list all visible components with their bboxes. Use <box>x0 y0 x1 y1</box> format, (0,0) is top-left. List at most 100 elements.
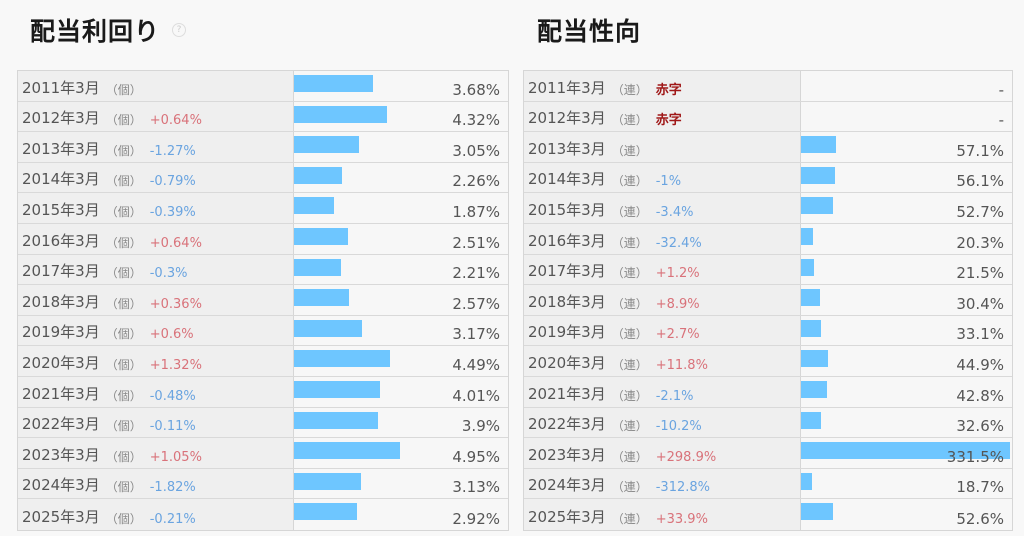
unit-label: （連） <box>611 174 648 189</box>
period-label: 2024年3月 <box>528 476 606 495</box>
change-label: +11.8% <box>655 357 708 373</box>
unit-label: （個） <box>105 235 142 250</box>
value-bar <box>294 166 343 184</box>
value-text: 18.7% <box>956 478 1004 497</box>
unit-label: （個） <box>105 357 142 372</box>
value-text: 2.92% <box>452 509 500 528</box>
payout-row: 2020年3月 （連） +11.8% 44.9% <box>524 346 1012 377</box>
period-cell: 2024年3月 （連） -312.8% <box>524 468 801 499</box>
value-text: 52.6% <box>956 509 1004 528</box>
period-cell: 2019年3月 （個） +0.6% <box>18 315 294 346</box>
period-cell: 2012年3月 （連） 赤字 <box>524 101 801 132</box>
payout-row: 2021年3月 （連） -2.1% 42.8% <box>524 376 1012 408</box>
value-text: 4.95% <box>452 447 500 466</box>
value-bar <box>294 197 335 215</box>
period-label: 2012年3月 <box>22 109 100 128</box>
value-text: 44.9% <box>956 355 1004 374</box>
value-bar <box>294 258 342 276</box>
value-bar <box>294 289 350 307</box>
value-bar <box>801 319 822 337</box>
value-bar <box>801 197 834 215</box>
value-bar <box>801 503 834 521</box>
value-cell: 4.49% <box>294 346 506 376</box>
value-cell: 4.01% <box>294 377 506 407</box>
value-cell: 20.3% <box>801 224 1010 254</box>
yield-title: 配当利回り ? <box>30 12 187 48</box>
value-text: 32.6% <box>956 417 1004 436</box>
change-label: +1.2% <box>655 266 700 282</box>
value-bar <box>801 136 836 154</box>
yield-row: 2018年3月 （個） +0.36% 2.57% <box>18 285 508 316</box>
unit-label: （連） <box>611 266 648 281</box>
change-label: +33.9% <box>655 511 708 527</box>
yield-row: 2017年3月 （個） -0.3% 2.21% <box>18 254 508 286</box>
value-bar <box>294 472 362 490</box>
value-bar <box>294 380 380 398</box>
yield-row: 2016年3月 （個） +0.64% 2.51% <box>18 223 508 255</box>
value-cell: 18.7% <box>801 469 1010 499</box>
change-label: +298.9% <box>655 449 717 465</box>
period-label: 2011年3月 <box>22 78 100 97</box>
value-text: 2.57% <box>452 294 500 313</box>
payout-ratio-table: 2011年3月 （連） 赤字 - 2012年3月 （連） 赤字 - 2013年3月 （連） 57.1… <box>523 70 1013 531</box>
period-label: 2015年3月 <box>22 200 100 219</box>
period-cell: 2025年3月 （連） +33.9% <box>524 499 801 530</box>
payout-row: 2023年3月 （連） +298.9% 331.5% <box>524 438 1012 469</box>
value-cell: 1.87% <box>294 193 506 223</box>
period-label: 2019年3月 <box>22 323 100 342</box>
value-cell: 32.6% <box>801 408 1010 438</box>
payout-row: 2025年3月 （連） +33.9% 52.6% <box>524 499 1012 530</box>
unit-label: （個） <box>105 174 142 189</box>
payout-row: 2018年3月 （連） +8.9% 30.4% <box>524 285 1012 316</box>
yield-row: 2024年3月 （個） -1.82% 3.13% <box>18 468 508 500</box>
period-label: 2020年3月 <box>22 353 100 372</box>
period-cell: 2022年3月 （連） -10.2% <box>524 407 801 438</box>
yield-row: 2021年3月 （個） -0.48% 4.01% <box>18 376 508 408</box>
value-cell: 56.1% <box>801 163 1010 193</box>
period-label: 2023年3月 <box>528 445 606 464</box>
unit-label: （連） <box>611 296 648 311</box>
period-cell: 2023年3月 （連） +298.9% <box>524 438 801 468</box>
value-text: 52.7% <box>956 202 1004 221</box>
period-cell: 2018年3月 （連） +8.9% <box>524 285 801 315</box>
value-bar <box>801 380 828 398</box>
help-icon[interactable]: ? <box>172 23 187 37</box>
value-cell: 2.21% <box>294 255 506 285</box>
value-cell: 44.9% <box>801 346 1010 376</box>
unit-label: （連） <box>611 143 648 158</box>
payout-title-text: 配当性向 <box>537 17 642 46</box>
yield-row: 2012年3月 （個） +0.64% 4.32% <box>18 101 508 133</box>
value-text: - <box>998 111 1004 130</box>
yield-row: 2013年3月 （個） -1.27% 3.05% <box>18 132 508 163</box>
value-bar <box>801 442 1010 460</box>
period-label: 2021年3月 <box>528 384 606 403</box>
yield-row: 2015年3月 （個） -0.39% 1.87% <box>18 193 508 224</box>
yield-title-text: 配当利回り <box>30 17 161 46</box>
change-label: 赤字 <box>655 113 682 129</box>
period-label: 2011年3月 <box>528 78 606 97</box>
period-cell: 2014年3月 （個） -0.79% <box>18 162 294 193</box>
value-cell: 2.57% <box>294 285 506 315</box>
unit-label: （連） <box>611 388 648 403</box>
period-label: 2025年3月 <box>528 507 606 526</box>
yield-row: 2022年3月 （個） -0.11% 3.9% <box>18 407 508 439</box>
value-text: 4.01% <box>452 386 500 405</box>
unit-label: （個） <box>105 449 142 464</box>
change-label: +1.05% <box>149 449 202 465</box>
period-label: 2019年3月 <box>528 323 606 342</box>
unit-label: （連） <box>611 113 648 128</box>
value-cell: 52.6% <box>801 499 1010 530</box>
unit-label: （連） <box>611 204 648 219</box>
change-label: -32.4% <box>655 235 702 251</box>
value-cell: 4.95% <box>294 438 506 468</box>
unit-label: （連） <box>611 511 648 526</box>
value-text: 21.5% <box>956 264 1004 283</box>
yield-row: 2023年3月 （個） +1.05% 4.95% <box>18 438 508 469</box>
period-cell: 2016年3月 （個） +0.64% <box>18 223 294 254</box>
change-label: +0.6% <box>149 327 194 343</box>
period-cell: 2024年3月 （個） -1.82% <box>18 468 294 499</box>
change-label: -3.4% <box>655 204 694 220</box>
change-label: -312.8% <box>655 480 710 496</box>
unit-label: （連） <box>611 327 648 342</box>
value-cell: 52.7% <box>801 193 1010 223</box>
